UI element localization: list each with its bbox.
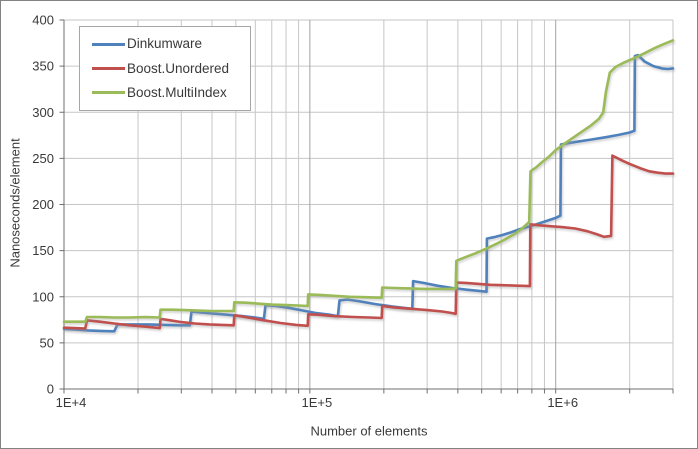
legend-line-swatch-dinkumware <box>92 42 125 46</box>
legend-item-dinkumware: Dinkumware <box>92 37 250 51</box>
y-tick-label: 50 <box>40 335 54 350</box>
y-tick-label: 200 <box>32 197 54 212</box>
legend-line-swatch-boost-unordered <box>92 66 125 70</box>
legend-line-swatch-boost-multiindex <box>92 91 125 95</box>
y-tick-label: 250 <box>32 151 54 166</box>
series-lines <box>62 38 675 333</box>
x-tick-label: 1E+4 <box>56 395 87 410</box>
x-axis-title: Number of elements <box>310 423 428 439</box>
legend-item-boost-unordered: Boost.Unordered <box>92 62 250 76</box>
legend-item-boost-multiindex: Boost.MultiIndex <box>92 86 250 100</box>
x-tick-label: 1E+5 <box>301 395 332 410</box>
y-tick-label: 100 <box>32 289 54 304</box>
y-tick-label: 0 <box>47 382 54 397</box>
legend-label-boost-multiindex: Boost.MultiIndex <box>127 85 227 101</box>
y-tick-label: 300 <box>32 105 54 120</box>
y-tick-label: 400 <box>32 13 54 28</box>
y-tick-label: 350 <box>32 59 54 74</box>
tick-labels: 0 50 100 150 200 250 300 350 400 1E+4 1E+5 1E+6 <box>32 13 578 411</box>
y-tick-label: 150 <box>32 243 54 258</box>
series-line-boost-unordered <box>62 154 675 330</box>
legend-label-boost-unordered: Boost.Unordered <box>127 60 230 76</box>
x-tick-label: 1E+6 <box>547 395 578 410</box>
legend-label-dinkumware: Dinkumware <box>127 36 203 52</box>
legend: Dinkumware Boost.Unordered Boost.MultiInde… <box>79 26 251 111</box>
y-axis-title: Nanoseconds/element <box>7 138 23 268</box>
series-line-boost-multiindex <box>62 38 675 324</box>
